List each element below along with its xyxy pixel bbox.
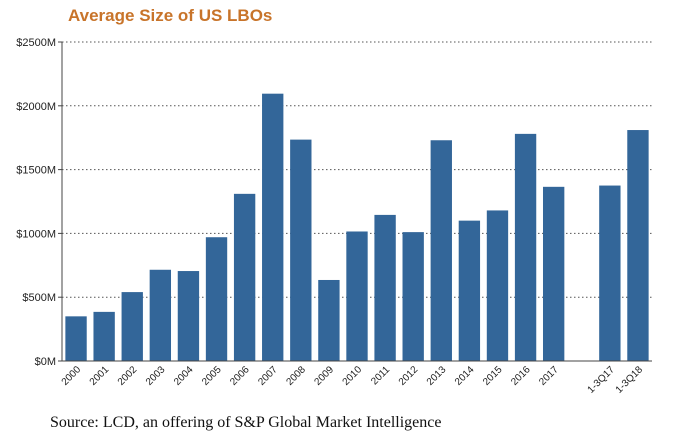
x-tick-label: 2016 [509, 364, 533, 388]
x-tick-label: 2001 [88, 364, 112, 388]
x-tick-label: 2007 [256, 364, 280, 388]
x-tick-label: 2012 [397, 364, 421, 388]
bar-2002 [121, 292, 143, 361]
bar-1-3Q17 [599, 185, 621, 361]
y-tick-label: $2500M [16, 37, 56, 49]
x-tick-label: 1-3Q17 [586, 364, 618, 396]
x-tick-label: 2000 [60, 364, 84, 388]
y-tick-label: $500M [22, 292, 56, 304]
bar-2017 [542, 186, 565, 361]
x-tick-label: 2005 [200, 364, 224, 388]
x-tick-label: 2010 [341, 364, 365, 388]
x-tick-label: 2009 [313, 364, 337, 388]
x-tick-label: 2003 [144, 364, 168, 388]
bar-2001 [93, 311, 115, 361]
x-tick-label: 2004 [172, 364, 196, 388]
bar-2003 [149, 269, 172, 361]
bar-2015 [486, 210, 509, 361]
x-tick-label: 2015 [481, 364, 505, 388]
x-tick-label: 2008 [284, 364, 308, 388]
y-tick-label: $0M [35, 356, 56, 368]
x-tick-label: 2014 [453, 364, 477, 388]
bar-2007 [262, 93, 284, 361]
x-tick-label: 2002 [116, 364, 140, 388]
bar-2000 [65, 316, 87, 361]
x-tick-labels: 2000 2001 2002 2003 2004 2005 2006 2007 2008 2009… [60, 364, 646, 396]
bar-2009 [318, 279, 340, 361]
bar-2016 [514, 133, 537, 361]
x-tick-label: 2011 [369, 364, 392, 387]
bar-2013 [430, 140, 452, 361]
y-tick-label: $1500M [16, 165, 56, 177]
axes [58, 41, 652, 362]
chart-source: Source: LCD, an offering of S&P Global M… [50, 414, 442, 431]
chart-title: Average Size of US LBOs [68, 6, 273, 25]
bar-2006 [233, 193, 256, 361]
x-tick-label: 2013 [425, 364, 449, 388]
bar-2004 [177, 271, 200, 361]
bar-2012 [402, 232, 424, 361]
x-tick-label: 2017 [537, 364, 561, 388]
y-tick-label: $2000M [16, 101, 56, 113]
x-tick-label: 2006 [228, 364, 252, 388]
bar-2011 [374, 214, 396, 361]
y-tick-labels: $0M $500M $1000M $1500M $2000M $2500M [16, 37, 56, 368]
x-tick-label: 1-3Q18 [614, 364, 646, 396]
y-tick-label: $1000M [16, 228, 56, 240]
bar-1-3Q18 [627, 130, 649, 361]
bar-2008 [290, 139, 312, 361]
bar-2014 [458, 220, 481, 361]
bars [65, 93, 649, 361]
bar-2010 [346, 231, 368, 361]
bar-2005 [205, 237, 228, 361]
